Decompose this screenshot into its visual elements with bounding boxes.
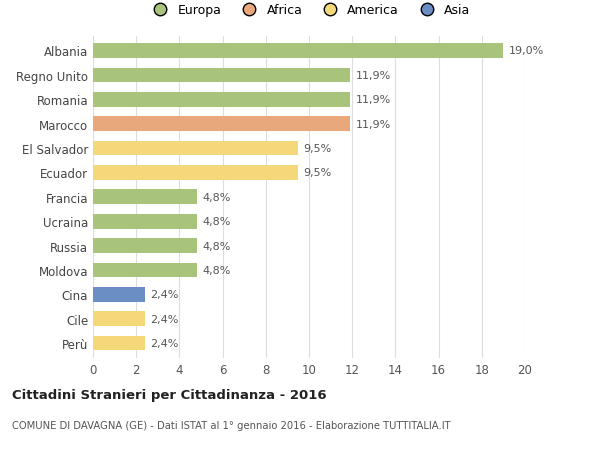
Text: COMUNE DI DAVAGNA (GE) - Dati ISTAT al 1° gennaio 2016 - Elaborazione TUTTITALIA: COMUNE DI DAVAGNA (GE) - Dati ISTAT al 1… bbox=[12, 420, 451, 430]
Bar bbox=[93, 312, 145, 326]
Bar bbox=[93, 141, 298, 156]
Bar bbox=[93, 214, 197, 229]
Bar bbox=[93, 44, 503, 59]
Legend: Europa, Africa, America, Asia: Europa, Africa, America, Asia bbox=[148, 5, 470, 17]
Bar bbox=[93, 263, 197, 278]
Text: 2,4%: 2,4% bbox=[150, 314, 179, 324]
Bar bbox=[93, 93, 350, 107]
Bar bbox=[93, 68, 350, 83]
Bar bbox=[93, 166, 298, 180]
Text: 4,8%: 4,8% bbox=[202, 265, 230, 275]
Text: Cittadini Stranieri per Cittadinanza - 2016: Cittadini Stranieri per Cittadinanza - 2… bbox=[12, 388, 326, 401]
Bar bbox=[93, 239, 197, 253]
Text: 9,5%: 9,5% bbox=[304, 168, 332, 178]
Text: 2,4%: 2,4% bbox=[150, 290, 179, 300]
Text: 2,4%: 2,4% bbox=[150, 338, 179, 348]
Text: 19,0%: 19,0% bbox=[509, 46, 544, 56]
Text: 4,8%: 4,8% bbox=[202, 241, 230, 251]
Bar bbox=[93, 190, 197, 205]
Text: 11,9%: 11,9% bbox=[355, 95, 391, 105]
Bar bbox=[93, 117, 350, 132]
Bar bbox=[93, 287, 145, 302]
Text: 11,9%: 11,9% bbox=[355, 119, 391, 129]
Text: 11,9%: 11,9% bbox=[355, 71, 391, 81]
Text: 4,8%: 4,8% bbox=[202, 217, 230, 227]
Bar bbox=[93, 336, 145, 351]
Text: 4,8%: 4,8% bbox=[202, 192, 230, 202]
Text: 9,5%: 9,5% bbox=[304, 144, 332, 154]
